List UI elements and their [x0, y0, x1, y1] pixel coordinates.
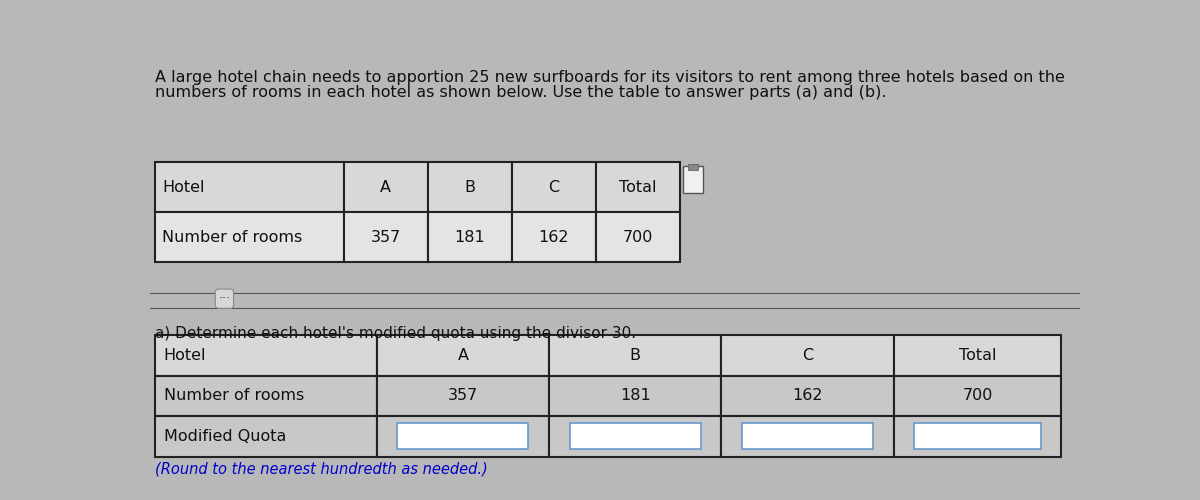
Bar: [688, 164, 698, 170]
Text: C: C: [802, 348, 814, 363]
Text: Hotel: Hotel: [162, 180, 205, 194]
Bar: [742, 424, 872, 450]
Bar: [721, 416, 894, 457]
Bar: [550, 336, 721, 376]
Bar: [428, 212, 512, 262]
Bar: [721, 376, 894, 416]
Bar: [377, 416, 550, 457]
Text: (Round to the nearest hundredth as needed.): (Round to the nearest hundredth as neede…: [155, 461, 487, 476]
Bar: [155, 336, 377, 376]
Bar: [913, 424, 1042, 450]
Text: Modified Quota: Modified Quota: [163, 429, 286, 444]
Text: B: B: [630, 348, 641, 363]
Text: Number of rooms: Number of rooms: [162, 230, 302, 244]
Text: 700: 700: [623, 230, 653, 244]
Text: B: B: [464, 180, 475, 194]
Text: C: C: [548, 180, 559, 194]
Bar: [155, 212, 344, 262]
Text: 181: 181: [455, 230, 485, 244]
Bar: [397, 424, 528, 450]
Text: numbers of rooms in each hotel as shown below. Use the table to answer parts (a): numbers of rooms in each hotel as shown …: [155, 85, 886, 100]
Bar: [894, 376, 1061, 416]
Text: 357: 357: [371, 230, 401, 244]
Bar: [428, 162, 512, 212]
Bar: [550, 416, 721, 457]
Text: Total: Total: [619, 180, 656, 194]
Text: 162: 162: [539, 230, 569, 244]
Bar: [377, 376, 550, 416]
Bar: [155, 162, 344, 212]
Bar: [894, 416, 1061, 457]
Bar: [512, 212, 596, 262]
Text: Number of rooms: Number of rooms: [163, 388, 304, 404]
Text: A: A: [457, 348, 468, 363]
Text: A large hotel chain needs to apportion 25 new surfboards for its visitors to ren: A large hotel chain needs to apportion 2…: [155, 70, 1064, 84]
Bar: [155, 376, 377, 416]
Bar: [512, 162, 596, 212]
Bar: [596, 212, 680, 262]
Text: 162: 162: [792, 388, 823, 404]
Bar: [894, 336, 1061, 376]
Text: Total: Total: [959, 348, 996, 363]
Text: Hotel: Hotel: [163, 348, 206, 363]
Text: a) Determine each hotel's modified quota using the divisor 30.: a) Determine each hotel's modified quota…: [155, 326, 636, 340]
Text: ···: ···: [218, 292, 230, 305]
Bar: [155, 416, 377, 457]
Bar: [344, 212, 428, 262]
Bar: [377, 336, 550, 376]
Text: 700: 700: [962, 388, 992, 404]
Bar: [721, 336, 894, 376]
Bar: [550, 376, 721, 416]
Bar: [570, 424, 701, 450]
Text: A: A: [380, 180, 391, 194]
Bar: [344, 162, 428, 212]
Text: 357: 357: [448, 388, 478, 404]
Text: 181: 181: [620, 388, 650, 404]
Bar: [596, 162, 680, 212]
Bar: [683, 166, 703, 193]
